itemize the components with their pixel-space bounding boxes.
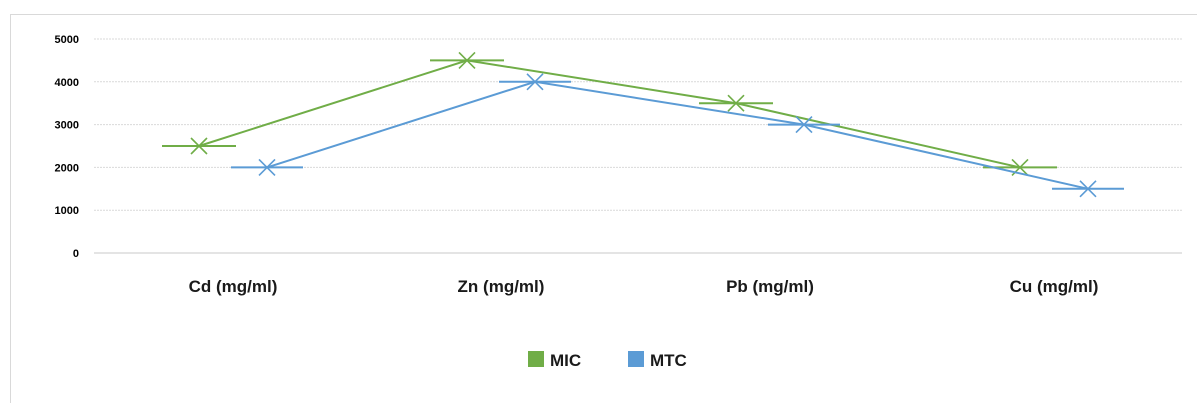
series-group [162, 51, 1124, 198]
data-point-marker [430, 51, 504, 69]
y-tick-label: 4000 [55, 77, 79, 89]
legend: MIC MTC [528, 351, 687, 370]
legend-swatch [628, 351, 644, 367]
series-line [198, 59, 1021, 169]
x-category-label: Zn (mg/ml) [458, 277, 545, 296]
grid-lines [94, 38, 1182, 254]
series-line [266, 80, 1089, 190]
y-axis-ticks: 0 1000 2000 3000 4000 5000 [55, 34, 79, 260]
legend-item-mic: MIC [528, 351, 581, 370]
x-category-label: Cu (mg/ml) [1010, 277, 1099, 296]
data-point-marker [499, 73, 571, 91]
data-point-marker [699, 94, 773, 112]
legend-item-mtc: MTC [628, 351, 687, 370]
legend-label: MIC [550, 351, 581, 370]
data-point-marker [1052, 180, 1124, 198]
x-category-label: Cd (mg/ml) [189, 277, 278, 296]
x-category-label: Pb (mg/ml) [726, 277, 814, 296]
y-tick-label: 5000 [55, 34, 79, 46]
series-mtc [231, 73, 1124, 198]
y-tick-label: 1000 [55, 205, 79, 217]
chart-frame [10, 14, 1197, 403]
y-tick-label: 0 [73, 248, 79, 260]
series-mic [162, 51, 1057, 176]
data-point-marker [162, 137, 236, 155]
y-tick-label: 2000 [55, 162, 79, 174]
y-tick-label: 3000 [55, 120, 79, 132]
data-point-marker [231, 158, 303, 176]
legend-label: MTC [650, 351, 687, 370]
legend-swatch [528, 351, 544, 367]
x-axis-categories: Cd (mg/ml) Zn (mg/ml) Pb (mg/ml) Cu (mg/ml) [189, 277, 1099, 296]
data-point-marker [768, 116, 840, 134]
